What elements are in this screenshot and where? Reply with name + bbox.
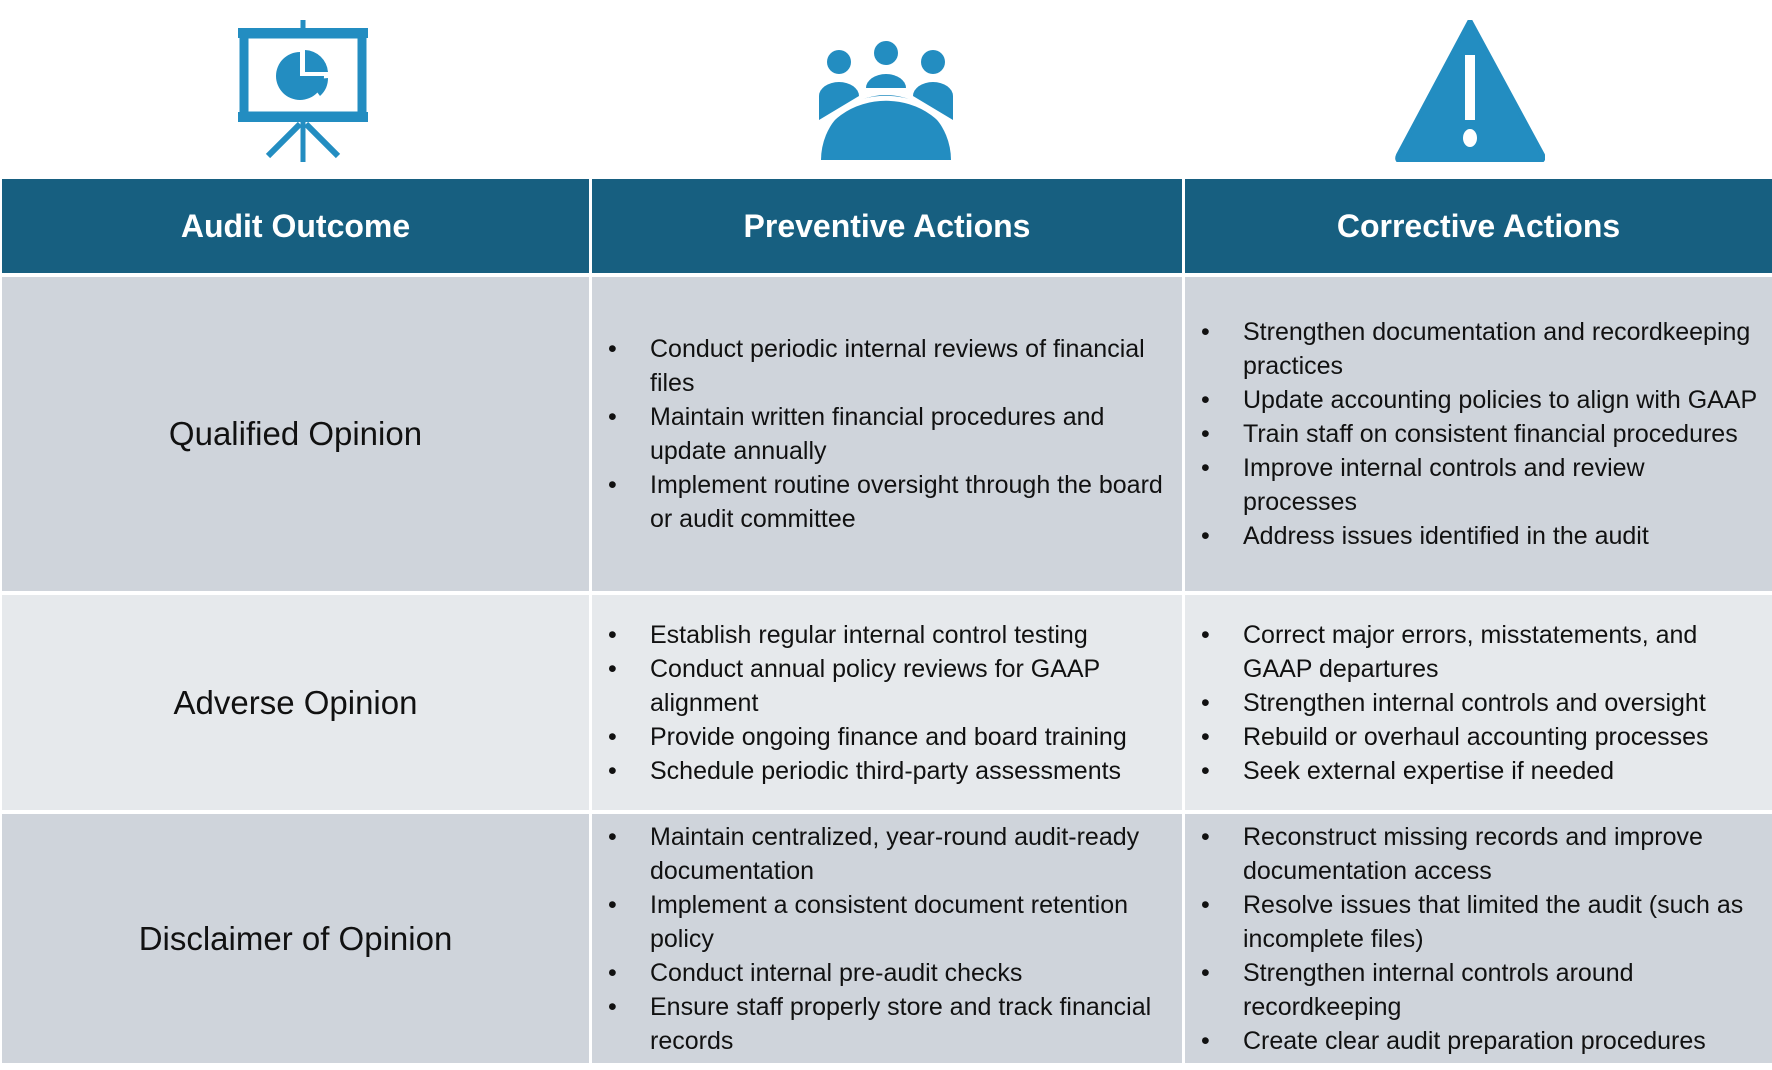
preventive-list: Conduct periodic internal reviews of fin…: [592, 332, 1182, 536]
preventive-item: Conduct internal pre-audit checks: [608, 956, 1174, 990]
warning-icon: [1395, 20, 1545, 162]
corrective-item: Strengthen internal controls around reco…: [1201, 956, 1764, 1024]
preventive-cell: Conduct periodic internal reviews of fin…: [592, 277, 1182, 591]
outcome-adverse: Adverse Opinion: [2, 595, 589, 810]
corrective-item: Seek external expertise if needed: [1201, 754, 1764, 788]
corrective-list: Correct major errors, misstatements, and…: [1185, 618, 1772, 788]
header-preventive-actions: Preventive Actions: [592, 179, 1182, 273]
header-audit-outcome: Audit Outcome: [2, 179, 589, 273]
preventive-item: Conduct periodic internal reviews of fin…: [608, 332, 1174, 400]
corrective-list: Reconstruct missing records and improve …: [1185, 820, 1772, 1058]
corrective-cell: Reconstruct missing records and improve …: [1185, 814, 1772, 1063]
preventive-list: Establish regular internal control testi…: [592, 618, 1182, 788]
preventive-item: Maintain centralized, year-round audit-r…: [608, 820, 1174, 888]
preventive-item: Maintain written financial procedures an…: [608, 400, 1174, 468]
corrective-item: Train staff on consistent financial proc…: [1201, 417, 1764, 451]
corrective-item: Correct major errors, misstatements, and…: [1201, 618, 1764, 686]
header-corrective-actions: Corrective Actions: [1185, 179, 1772, 273]
corrective-item: Rebuild or overhaul accounting processes: [1201, 720, 1764, 754]
presentation-chart-icon: [238, 20, 368, 162]
meeting-group-icon: [812, 41, 960, 160]
preventive-item: Ensure staff properly store and track fi…: [608, 990, 1174, 1058]
corrective-item: Strengthen documentation and recordkeepi…: [1201, 315, 1764, 383]
audit-actions-table: Audit Outcome Preventive Actions Correct…: [2, 179, 1772, 1063]
preventive-cell: Maintain centralized, year-round audit-r…: [592, 814, 1182, 1063]
preventive-list: Maintain centralized, year-round audit-r…: [592, 820, 1182, 1058]
preventive-cell: Establish regular internal control testi…: [592, 595, 1182, 810]
corrective-item: Improve internal controls and review pro…: [1201, 451, 1764, 519]
preventive-item: Implement a consistent document retentio…: [608, 888, 1174, 956]
corrective-item: Update accounting policies to align with…: [1201, 383, 1764, 417]
corrective-item: Resolve issues that limited the audit (s…: [1201, 888, 1764, 956]
preventive-item: Implement routine oversight through the …: [608, 468, 1174, 536]
corrective-cell: Strengthen documentation and recordkeepi…: [1185, 277, 1772, 591]
corrective-cell: Correct major errors, misstatements, and…: [1185, 595, 1772, 810]
preventive-item: Establish regular internal control testi…: [608, 618, 1174, 652]
corrective-item: Address issues identified in the audit: [1201, 519, 1764, 553]
preventive-item: Schedule periodic third-party assessment…: [608, 754, 1174, 788]
corrective-list: Strengthen documentation and recordkeepi…: [1185, 315, 1772, 553]
corrective-item: Strengthen internal controls and oversig…: [1201, 686, 1764, 720]
outcome-disclaimer: Disclaimer of Opinion: [2, 814, 589, 1063]
preventive-item: Provide ongoing finance and board traini…: [608, 720, 1174, 754]
preventive-item: Conduct annual policy reviews for GAAP a…: [608, 652, 1174, 720]
corrective-item: Reconstruct missing records and improve …: [1201, 820, 1764, 888]
outcome-qualified: Qualified Opinion: [2, 277, 589, 591]
corrective-item: Create clear audit preparation procedure…: [1201, 1024, 1764, 1058]
